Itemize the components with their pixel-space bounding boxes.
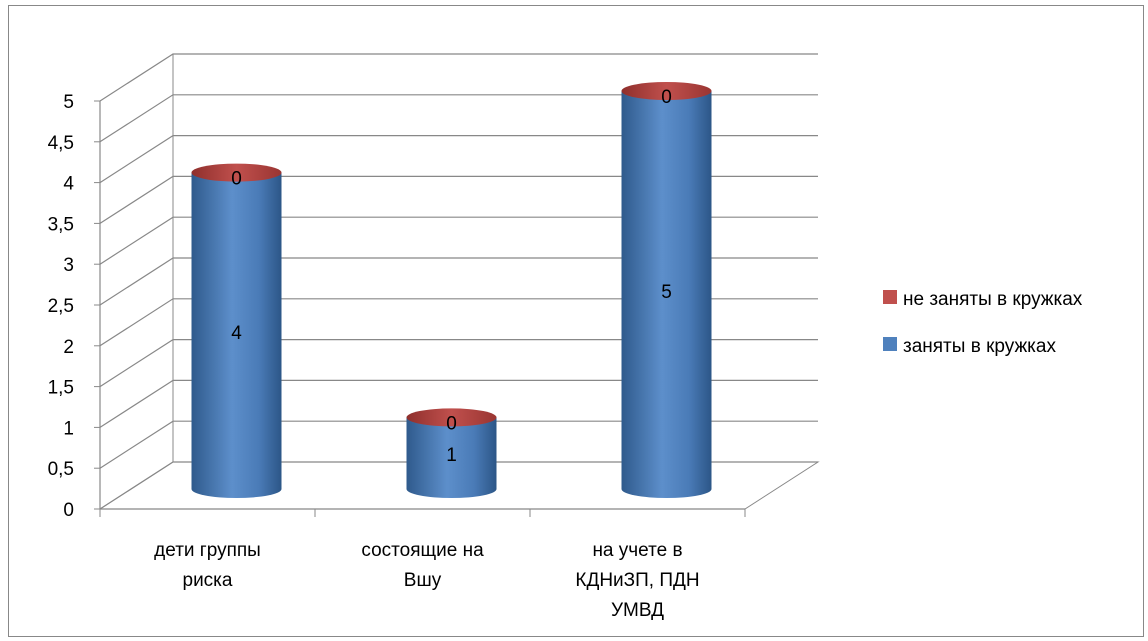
x-tick-label: УМВД — [611, 600, 664, 621]
y-tick-label: 2 — [63, 337, 74, 358]
legend-swatch — [883, 290, 897, 304]
y-tick-label: 1,5 — [48, 378, 74, 399]
legend: не заняты в кружках заняты в кружках — [883, 289, 1083, 357]
gridline — [99, 339, 818, 388]
gridline — [99, 298, 818, 347]
gridline — [99, 135, 818, 184]
x-tick-label: на учете в — [592, 540, 682, 561]
gridline — [99, 216, 818, 265]
bar-заняты в кружках — [406, 417, 497, 498]
bar-заняты в кружках — [621, 91, 712, 498]
gridline — [99, 379, 818, 428]
x-axis: дети группы риска состоящие на Вшу на учете … — [99, 509, 746, 621]
y-tick-label: 4 — [63, 174, 74, 195]
gridline — [99, 53, 818, 102]
legend-label: заняты в кружках — [903, 336, 1056, 357]
gridline — [99, 420, 818, 469]
x-tick-label: состоящие на — [361, 540, 484, 561]
data-label: 0 — [446, 413, 457, 434]
legend-swatch — [883, 337, 897, 351]
bar-не заняты в кружках — [406, 408, 497, 427]
data-label: 0 — [231, 169, 242, 190]
gridline — [99, 94, 818, 143]
legend-label: не заняты в кружках — [903, 289, 1083, 310]
y-axis: 0 0,5 1 1,5 2 2,5 3 3,5 4 4,5 5 — [48, 92, 745, 521]
gridline — [99, 257, 818, 306]
y-tick-label: 2,5 — [48, 296, 74, 317]
y-tick-label: 4,5 — [48, 133, 74, 154]
x-tick-label: риска — [183, 570, 233, 591]
x-tick-label: КДНиЗП, ПДН — [575, 570, 699, 591]
y-tick-label: 0,5 — [48, 459, 74, 480]
y-tick-label: 3,5 — [48, 214, 74, 235]
gridline — [99, 461, 818, 510]
bar-заняты в кружках — [191, 172, 282, 498]
data-label: 0 — [661, 87, 672, 108]
data-label: 5 — [661, 282, 672, 303]
x-tick-label: Вшу — [404, 570, 442, 591]
gridlines — [99, 53, 818, 510]
bar-не заняты в кружках — [621, 82, 712, 100]
y-tick-label: 1 — [63, 418, 74, 439]
y-tick-label: 3 — [63, 255, 74, 276]
x-tick-label: дети группы — [154, 540, 261, 561]
y-tick-label: 5 — [63, 92, 74, 113]
data-label: 1 — [446, 445, 457, 466]
data-label: 4 — [231, 323, 242, 344]
bar-не заняты в кружках — [191, 163, 282, 182]
y-tick-label: 0 — [63, 500, 74, 521]
gridline — [99, 175, 818, 224]
